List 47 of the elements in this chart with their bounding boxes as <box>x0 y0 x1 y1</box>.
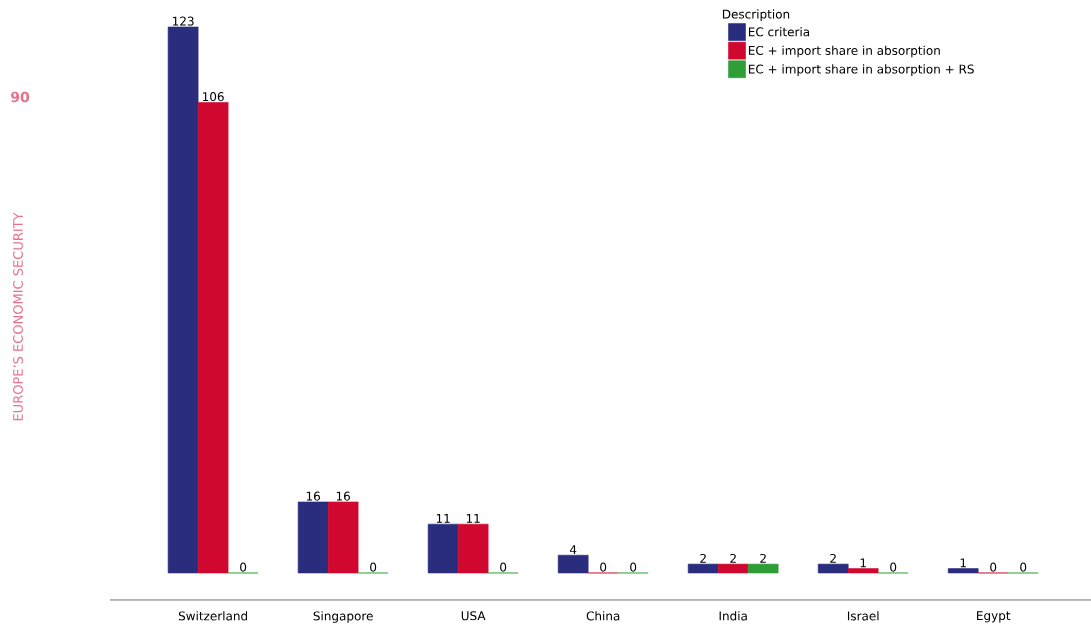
legend-label: EC + import share in absorption + RS <box>748 64 974 76</box>
data-label: 1 <box>860 558 866 568</box>
data-label: 106 <box>202 92 224 102</box>
x-tick-label: India <box>719 611 747 621</box>
bar <box>197 102 229 574</box>
text: 90 <box>10 91 30 103</box>
x-tick-label: Switzerland <box>178 611 248 621</box>
x-tick-label: Singapore <box>313 611 373 623</box>
text: EUROPE’S ECONOMIC SECURITY <box>13 212 23 421</box>
bar <box>167 26 199 574</box>
data-label: 0 <box>990 562 997 572</box>
data-label: 123 <box>172 16 194 26</box>
bar <box>297 501 329 574</box>
legend-label: EC criteria <box>748 27 810 37</box>
x-tick-label: Egypt <box>977 611 1011 623</box>
data-label: 2 <box>700 553 706 563</box>
bar <box>947 568 979 574</box>
legend-title: Description <box>722 9 790 21</box>
data-label: 0 <box>890 562 897 572</box>
data-label: 16 <box>306 491 320 501</box>
data-label: 2 <box>760 553 766 563</box>
bar <box>327 501 359 574</box>
bar <box>687 563 719 574</box>
data-label: 1 <box>960 558 966 568</box>
data-label: 2 <box>730 553 736 563</box>
bar <box>427 523 459 574</box>
bar <box>847 568 879 574</box>
data-label: 11 <box>466 514 480 523</box>
bar <box>457 523 489 574</box>
x-tick-label: USA <box>461 611 486 621</box>
bar <box>557 554 589 574</box>
data-label: 0 <box>370 562 377 572</box>
legend-label: EC + import share in absorption <box>748 45 940 58</box>
bar <box>717 563 749 574</box>
x-tick-label: China <box>586 611 620 621</box>
bar <box>747 563 779 574</box>
data-label: 16 <box>336 491 350 501</box>
data-label: 0 <box>630 562 637 572</box>
data-label: 0 <box>600 562 607 572</box>
data-label: 0 <box>500 562 507 572</box>
data-label: 0 <box>240 562 247 572</box>
x-tick-label: Israel <box>847 611 879 621</box>
bar <box>817 563 849 574</box>
data-label: 4 <box>569 545 577 554</box>
data-label: 0 <box>1020 562 1027 572</box>
data-label: 11 <box>436 514 450 523</box>
data-label: 2 <box>830 553 836 563</box>
